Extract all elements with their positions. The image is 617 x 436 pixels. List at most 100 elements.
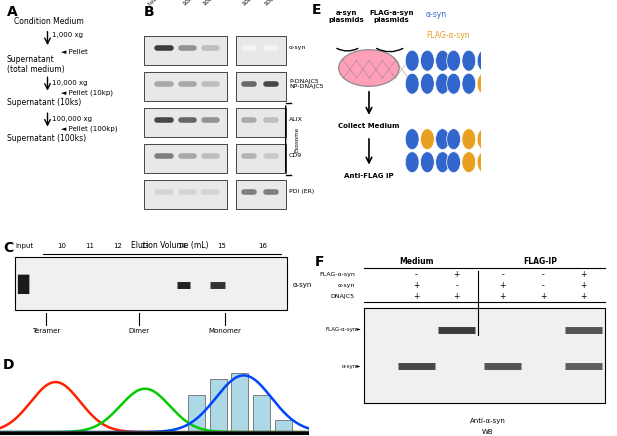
Circle shape — [462, 73, 476, 94]
Text: FLAG-α-syn: FLAG-α-syn — [319, 272, 355, 277]
Text: P-DNAJC5
NP-DNAJC5: P-DNAJC5 NP-DNAJC5 — [289, 78, 323, 89]
Text: +: + — [580, 270, 586, 279]
Text: 11: 11 — [85, 243, 94, 249]
Text: +: + — [540, 292, 546, 301]
Text: F: F — [315, 255, 324, 269]
Text: Supernatant (10ks): Supernatant (10ks) — [7, 99, 81, 107]
Text: ▊: ▊ — [17, 275, 32, 294]
FancyBboxPatch shape — [236, 108, 286, 137]
Text: α-syn: α-syn — [426, 10, 447, 20]
Text: DNAJC5: DNAJC5 — [331, 294, 355, 300]
FancyBboxPatch shape — [144, 72, 227, 101]
Text: α-syn: α-syn — [293, 282, 312, 287]
Text: 10kp: 10kp — [241, 0, 257, 7]
Circle shape — [462, 129, 476, 150]
Circle shape — [477, 152, 491, 173]
Text: FLAG-a-syn
plasmids: FLAG-a-syn plasmids — [369, 10, 413, 24]
FancyBboxPatch shape — [236, 36, 286, 65]
Circle shape — [462, 50, 476, 71]
FancyBboxPatch shape — [364, 308, 605, 403]
Text: -: - — [542, 270, 544, 279]
Text: WB: WB — [482, 429, 493, 435]
Text: Collect Medium: Collect Medium — [338, 123, 400, 129]
Bar — [231, 373, 248, 432]
Text: CD9: CD9 — [289, 153, 302, 158]
Text: 12: 12 — [113, 243, 122, 249]
Text: Teramer: Teramer — [32, 328, 60, 334]
Text: ◄ Pellet (100kp): ◄ Pellet (100kp) — [61, 125, 118, 132]
Text: -: - — [415, 270, 418, 279]
Text: +: + — [580, 281, 586, 290]
Text: Exosome: Exosome — [294, 126, 299, 152]
Circle shape — [477, 50, 491, 71]
Text: FLAG-α-syn: FLAG-α-syn — [426, 31, 470, 41]
Text: FLAG-α-syn►: FLAG-α-syn► — [325, 327, 361, 332]
Circle shape — [420, 152, 434, 173]
Text: 10,000 xg: 10,000 xg — [52, 80, 87, 86]
Text: 10ks: 10ks — [182, 0, 196, 7]
Circle shape — [436, 152, 449, 173]
Text: +: + — [453, 292, 460, 301]
Text: D: D — [3, 358, 15, 372]
Bar — [275, 420, 292, 432]
Text: (total medium): (total medium) — [7, 65, 64, 74]
Circle shape — [420, 73, 434, 94]
Text: 10: 10 — [57, 243, 66, 249]
Text: α-syn: α-syn — [289, 45, 307, 51]
Text: +: + — [500, 281, 506, 290]
FancyBboxPatch shape — [236, 180, 286, 209]
Text: FLAG-IP: FLAG-IP — [523, 256, 557, 266]
FancyBboxPatch shape — [15, 257, 287, 310]
FancyBboxPatch shape — [236, 144, 286, 173]
Text: ALIX: ALIX — [289, 117, 303, 123]
FancyBboxPatch shape — [144, 144, 227, 173]
FancyBboxPatch shape — [236, 72, 286, 101]
Text: 14: 14 — [178, 243, 186, 249]
Text: Medium: Medium — [399, 256, 434, 266]
Text: ◄ Pellet: ◄ Pellet — [61, 48, 88, 54]
Text: Input: Input — [15, 243, 34, 249]
Circle shape — [420, 50, 434, 71]
Text: 16: 16 — [258, 243, 267, 249]
Text: Elution Volume (mL): Elution Volume (mL) — [131, 241, 209, 250]
Text: α-syn►: α-syn► — [341, 364, 361, 369]
Bar — [210, 379, 227, 432]
Circle shape — [447, 73, 460, 94]
Text: +: + — [580, 292, 586, 301]
Text: A: A — [7, 5, 17, 19]
Text: Supernatant (100ks): Supernatant (100ks) — [7, 134, 86, 143]
Circle shape — [447, 152, 460, 173]
Text: Monomer: Monomer — [209, 328, 242, 334]
Text: Supernatant: Supernatant — [7, 55, 54, 64]
Bar — [188, 395, 205, 432]
Text: +: + — [413, 281, 420, 290]
Text: Condition Medium: Condition Medium — [14, 17, 83, 26]
Circle shape — [477, 129, 491, 150]
Text: B: B — [144, 5, 155, 19]
Circle shape — [447, 50, 460, 71]
Text: -: - — [455, 281, 458, 290]
Text: E: E — [312, 3, 321, 17]
Bar — [253, 395, 270, 432]
Circle shape — [405, 152, 419, 173]
Circle shape — [462, 152, 476, 173]
Text: PDI (ER): PDI (ER) — [289, 189, 314, 194]
Ellipse shape — [339, 50, 399, 86]
Text: 100kp: 100kp — [263, 0, 281, 7]
Text: +: + — [453, 270, 460, 279]
Circle shape — [477, 73, 491, 94]
Text: 100ks: 100ks — [202, 0, 220, 7]
Text: +: + — [500, 292, 506, 301]
Circle shape — [405, 73, 419, 94]
Circle shape — [436, 50, 449, 71]
Text: +: + — [413, 292, 420, 301]
Text: α-syn: α-syn — [337, 283, 355, 288]
Text: 13: 13 — [141, 243, 149, 249]
Text: total medium: total medium — [148, 0, 184, 7]
Text: -: - — [502, 270, 504, 279]
Text: -: - — [542, 281, 544, 290]
Circle shape — [436, 129, 449, 150]
Circle shape — [447, 129, 460, 150]
Text: Anti-FLAG IP: Anti-FLAG IP — [344, 173, 394, 179]
Circle shape — [436, 73, 449, 94]
